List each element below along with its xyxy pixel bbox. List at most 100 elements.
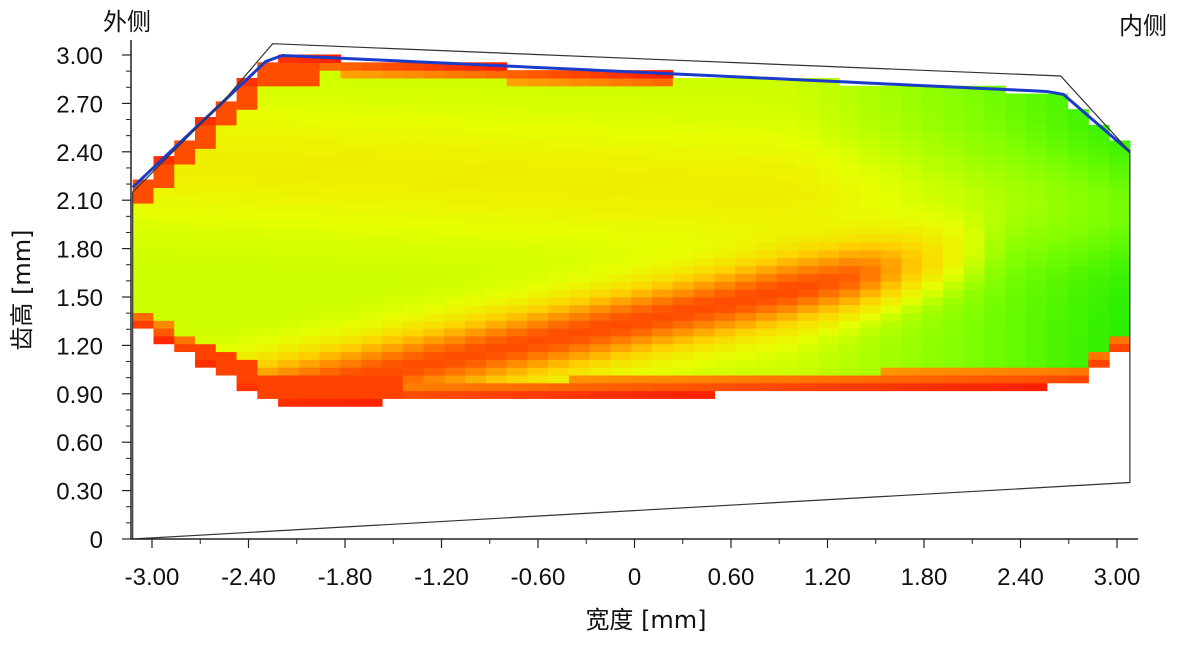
heatmap-cell	[880, 187, 902, 196]
heatmap-cell	[984, 359, 1006, 368]
heatmap-cell	[298, 351, 321, 360]
heatmap-cell	[527, 288, 549, 298]
heatmap-cell	[922, 249, 944, 259]
heatmap-cell	[195, 179, 217, 188]
heatmap-cell	[1005, 148, 1027, 157]
heatmap-cell	[402, 77, 425, 87]
heatmap-cell	[942, 148, 965, 157]
heatmap-cell	[444, 249, 466, 259]
heatmap-cell	[693, 226, 715, 235]
heatmap-cell	[1088, 210, 1110, 220]
heatmap-cell	[465, 265, 487, 274]
heatmap-cell	[1046, 156, 1069, 165]
heatmap-cell	[755, 304, 778, 313]
heatmap-cell	[568, 390, 591, 399]
heatmap-cell	[527, 351, 549, 360]
heatmap-cell	[174, 226, 196, 235]
heatmap-cell	[589, 343, 612, 353]
heatmap-cell	[880, 288, 902, 298]
heatmap-cell	[755, 77, 778, 87]
heatmap-cell	[1046, 296, 1069, 306]
heatmap-cell	[298, 140, 321, 149]
heatmap-cell	[922, 210, 944, 220]
heatmap-cell	[444, 156, 466, 165]
heatmap-cell	[797, 187, 819, 196]
heatmap-cell	[652, 101, 674, 110]
heatmap-cell	[423, 218, 445, 228]
heatmap-cell	[361, 288, 383, 298]
heatmap-cell	[1067, 335, 1089, 345]
heatmap-cell	[610, 351, 632, 360]
heatmap-cell	[1088, 296, 1110, 306]
heatmap-cell	[1046, 359, 1069, 368]
heatmap-cell	[1026, 312, 1048, 321]
heatmap-cell	[610, 249, 632, 259]
heatmap-cell	[402, 374, 425, 384]
heatmap-cell	[319, 312, 342, 321]
heatmap-cell	[735, 296, 757, 306]
heatmap-cell	[1046, 273, 1069, 282]
heatmap-cell	[652, 304, 674, 313]
heatmap-cell	[506, 367, 529, 376]
heatmap-cell	[693, 273, 715, 282]
heatmap-cell	[818, 234, 840, 243]
heatmap-cell	[797, 226, 819, 235]
heatmap-cell	[236, 156, 258, 165]
heatmap-cell	[714, 109, 736, 118]
heatmap-cell	[797, 109, 819, 118]
heatmap-cell	[714, 85, 736, 95]
heatmap-cell	[278, 257, 300, 267]
heatmap-cell	[319, 124, 342, 134]
heatmap-cell	[631, 195, 653, 204]
heatmap-cell	[548, 281, 570, 290]
heatmap-cell	[859, 328, 882, 337]
heatmap-cell	[984, 117, 1006, 126]
heatmap-cell	[319, 304, 342, 313]
heatmap-cell	[1005, 273, 1027, 282]
heatmap-cell	[548, 257, 570, 267]
heatmap-cell	[444, 273, 466, 282]
heatmap-cell	[215, 288, 238, 298]
heatmap-cell	[548, 390, 570, 399]
heatmap-cell	[942, 335, 965, 345]
heatmap-cell	[1046, 171, 1069, 181]
heatmap-cell	[631, 210, 653, 220]
heatmap-cell	[465, 367, 487, 376]
heatmap-cell	[859, 187, 882, 196]
heatmap-cell	[195, 187, 217, 196]
heatmap-cell	[922, 85, 944, 95]
heatmap-cell	[423, 234, 445, 243]
heatmap-cell	[631, 132, 653, 142]
heatmap-cell	[693, 265, 715, 274]
heatmap-cell	[984, 320, 1006, 329]
heatmap-cell	[465, 85, 487, 95]
heatmap-cell	[236, 374, 258, 384]
heatmap-cell	[776, 328, 799, 337]
heatmap-cell	[465, 249, 487, 259]
heatmap-cell	[589, 312, 612, 321]
heatmap-cell	[631, 367, 653, 376]
heatmap-cell	[963, 163, 986, 173]
heatmap-cell	[485, 85, 508, 95]
heatmap-cell	[485, 281, 508, 290]
heatmap-cell	[236, 109, 258, 118]
heatmap-cell	[568, 374, 591, 384]
heatmap-cell	[340, 359, 362, 368]
heatmap-cell	[631, 265, 653, 274]
heatmap-cell	[444, 101, 466, 110]
heatmap-cell	[465, 351, 487, 360]
heatmap-cell	[880, 249, 902, 259]
heatmap-cell	[381, 117, 404, 126]
heatmap-cell	[755, 171, 778, 181]
heatmap-cell	[485, 202, 508, 212]
heatmap-cell	[548, 367, 570, 376]
heatmap-cell	[568, 367, 591, 376]
heatmap-cell	[1046, 109, 1069, 118]
heatmap-cell	[589, 101, 612, 110]
heatmap-cell	[859, 148, 882, 157]
heatmap-cell	[942, 304, 965, 313]
heatmap-cell	[361, 312, 383, 321]
heatmap-cell	[1088, 320, 1110, 329]
heatmap-cell	[963, 343, 986, 353]
heatmap-cell	[963, 312, 986, 321]
